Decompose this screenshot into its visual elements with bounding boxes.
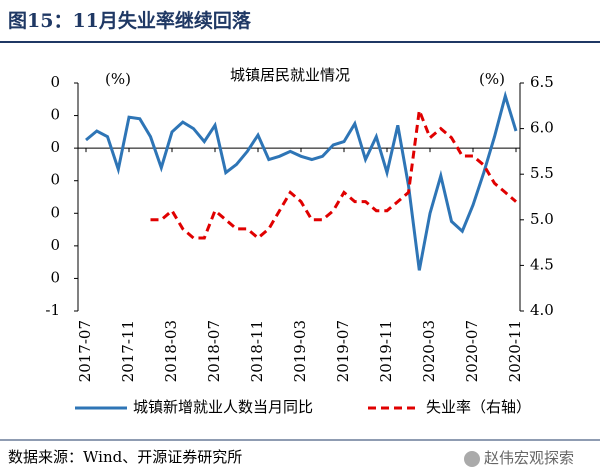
y-tick-label: 0 [50,268,60,286]
header-title: 图15：11月失业率继续回落 [8,9,252,32]
y-tick-label: -1 [45,301,60,319]
x-tick-label: 2019-11 [377,320,395,382]
x-tick-label: 2020-03 [420,320,438,382]
y2-tick-label: 6.0 [530,119,554,137]
x-tick-label: 2019-03 [291,320,309,382]
y-tick-label: 0 [50,106,60,124]
y2-tick-label: 5.5 [530,164,554,182]
x-tick-label: 2020-07 [463,320,481,382]
chart-title: 城镇居民就业情况 [230,66,350,84]
y-tick-label: 0 [50,203,60,221]
y-tick-label: 0 [50,73,60,91]
legend-label: 城镇新增就业人数当月同比 [133,398,313,416]
y2-tick-label: 5.0 [530,210,554,228]
x-tick-label: 2019-07 [334,320,352,382]
x-tick-label: 2020-11 [506,320,524,382]
series-line [150,109,517,240]
watermark: 赵伟宏观探索 [484,449,574,467]
y-tick-label: 0 [50,236,60,254]
x-tick-label: 2017-11 [119,320,137,382]
x-tick-label: 2018-03 [162,320,180,382]
y2-tick-label: 4.5 [530,255,554,273]
y2-tick-label: 4.0 [530,301,554,319]
y2-tick-label: 6.5 [530,73,554,91]
watermark-icon [464,451,480,467]
y-tick-label: 0 [50,171,60,189]
source: 数据来源：Wind、开源证券研究所 [8,448,242,466]
y2-unit: (%) [479,70,505,88]
y-tick-label: 0 [50,138,60,156]
x-tick-label: 2017-07 [76,320,94,382]
x-tick-label: 2018-07 [205,320,223,382]
y-unit: (%) [105,70,131,88]
series-line [85,90,518,271]
legend-label: 失业率（右轴） [426,398,531,416]
x-tick-label: 2018-11 [248,320,266,382]
